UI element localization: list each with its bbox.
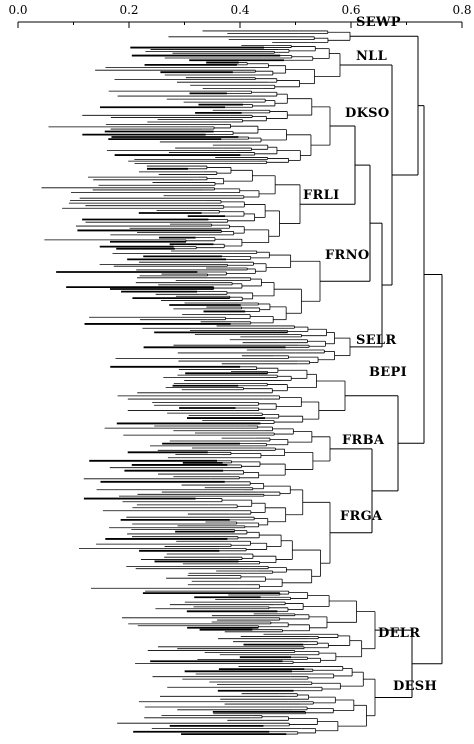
group-label-sewp: SEWP: [356, 15, 401, 30]
group-labels: SEWP NLL DKSO FRLI FRNO SELR BEPI FRBA FRGA DELR D…: [303, 15, 437, 694]
group-label-selr: SELR: [356, 333, 396, 348]
scale-tick-label: 0.0: [8, 3, 27, 17]
group-label-desh: DESH: [393, 679, 437, 694]
tree: [41, 30, 443, 735]
scale-axis: 0.0 0.2 0.4 0.6 0.8: [8, 3, 472, 28]
scale-tick-label: 0.2: [119, 3, 138, 17]
group-label-frga: FRGA: [340, 509, 383, 524]
group-label-frba: FRBA: [342, 433, 385, 448]
scale-tick-label: 0.8: [452, 3, 471, 17]
scale-tick-label: 0.6: [341, 3, 360, 17]
group-label-frno: FRNO: [325, 248, 369, 263]
group-label-dkso: DKSO: [345, 106, 390, 121]
group-label-frli: FRLI: [303, 188, 339, 203]
group-label-bepi: BEPI: [369, 365, 407, 380]
group-label-nll: NLL: [356, 49, 387, 64]
group-label-delr: DELR: [378, 626, 420, 641]
scale-tick-label: 0.4: [230, 3, 249, 17]
